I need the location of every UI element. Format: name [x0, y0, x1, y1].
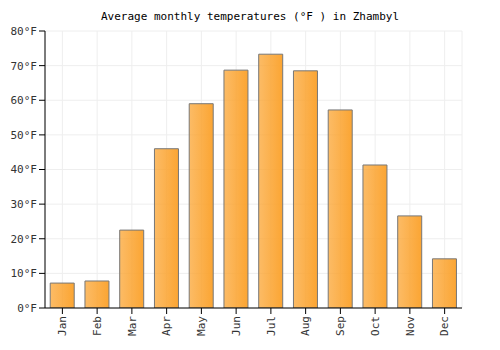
svg-text:Mar: Mar: [126, 316, 139, 336]
svg-text:May: May: [195, 316, 208, 336]
svg-text:Dec: Dec: [438, 316, 451, 336]
svg-text:0°F: 0°F: [17, 302, 37, 315]
svg-text:60°F: 60°F: [11, 94, 38, 107]
svg-text:40°F: 40°F: [11, 163, 38, 176]
svg-text:Sep: Sep: [334, 316, 347, 336]
svg-text:80°F: 80°F: [11, 25, 38, 38]
svg-text:Oct: Oct: [369, 316, 382, 336]
svg-text:Aug: Aug: [299, 316, 312, 336]
svg-text:Apr: Apr: [160, 316, 173, 336]
html-text:Average monthly temperatures (: Average monthly temperatures (°F ) in Zh…: [101, 10, 399, 23]
svg-text:20°F: 20°F: [11, 233, 38, 246]
svg-text:70°F: 70°F: [11, 60, 38, 73]
svg-text:50°F: 50°F: [11, 129, 38, 142]
svg-text:Jan: Jan: [56, 316, 69, 336]
svg-text:Jul: Jul: [265, 316, 278, 336]
svg-text:Nov: Nov: [404, 316, 417, 336]
svg-text:Feb: Feb: [91, 316, 104, 336]
svg-text:Jun: Jun: [230, 316, 243, 336]
svg-text:30°F: 30°F: [11, 198, 38, 211]
svg-text:10°F: 10°F: [11, 267, 38, 280]
